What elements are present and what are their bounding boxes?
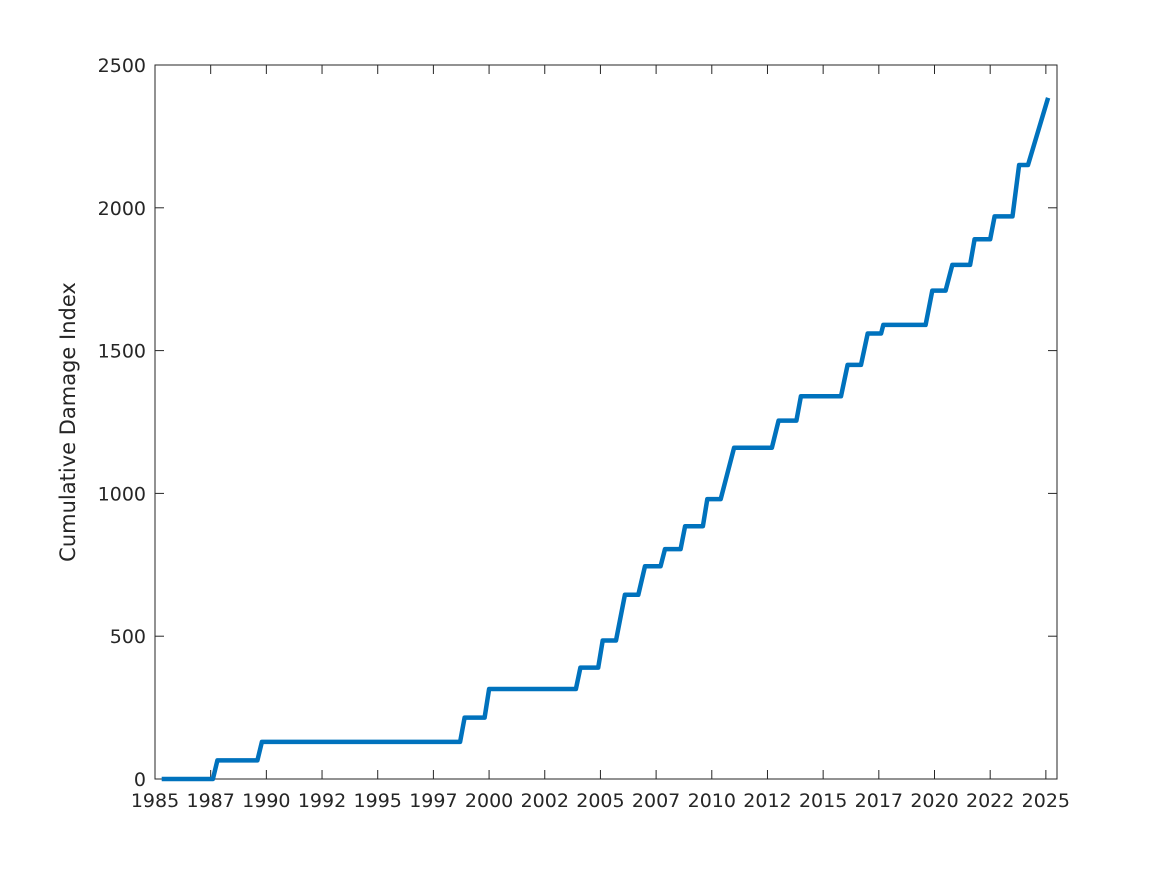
x-tick-label: 2007 [632,790,680,812]
y-tick-label: 0 [134,769,146,791]
x-tick-label: 1997 [409,790,457,812]
series-line [161,97,1051,782]
y-tick-label: 2000 [98,198,146,220]
x-tick-label: 2025 [1022,790,1070,812]
x-tick-label: 2015 [799,790,847,812]
x-tick-label: 1992 [298,790,346,812]
y-tick-label: 2500 [98,55,146,77]
x-tick-label: 1985 [131,790,179,812]
y-axis-label: Cumulative Damage Index [56,282,80,562]
x-tick-label: 1990 [242,790,290,812]
x-tick-label: 2002 [521,790,569,812]
x-tick-label: 1987 [186,790,234,812]
x-tick-label: 2020 [910,790,958,812]
x-tick-label: 2012 [743,790,791,812]
y-tick-label: 1500 [98,341,146,363]
x-tick-label: 2010 [688,790,736,812]
x-tick-label: 2017 [855,790,903,812]
x-tick-label: 1995 [354,790,402,812]
x-tick-label: 2000 [465,790,513,812]
series-layer [161,97,1051,782]
y-tick-label: 1000 [98,483,146,505]
y-axis: 0 500 1000 1500 2000 2500 [98,55,1057,791]
plot-area [154,64,1058,780]
y-tick-label: 500 [110,626,146,648]
x-tick-label: 2022 [966,790,1014,812]
x-tick-label: 2005 [576,790,624,812]
x-axis: 1985 1987 1990 1992 1995 1997 2000 2002 2005 2007… [131,65,1070,812]
